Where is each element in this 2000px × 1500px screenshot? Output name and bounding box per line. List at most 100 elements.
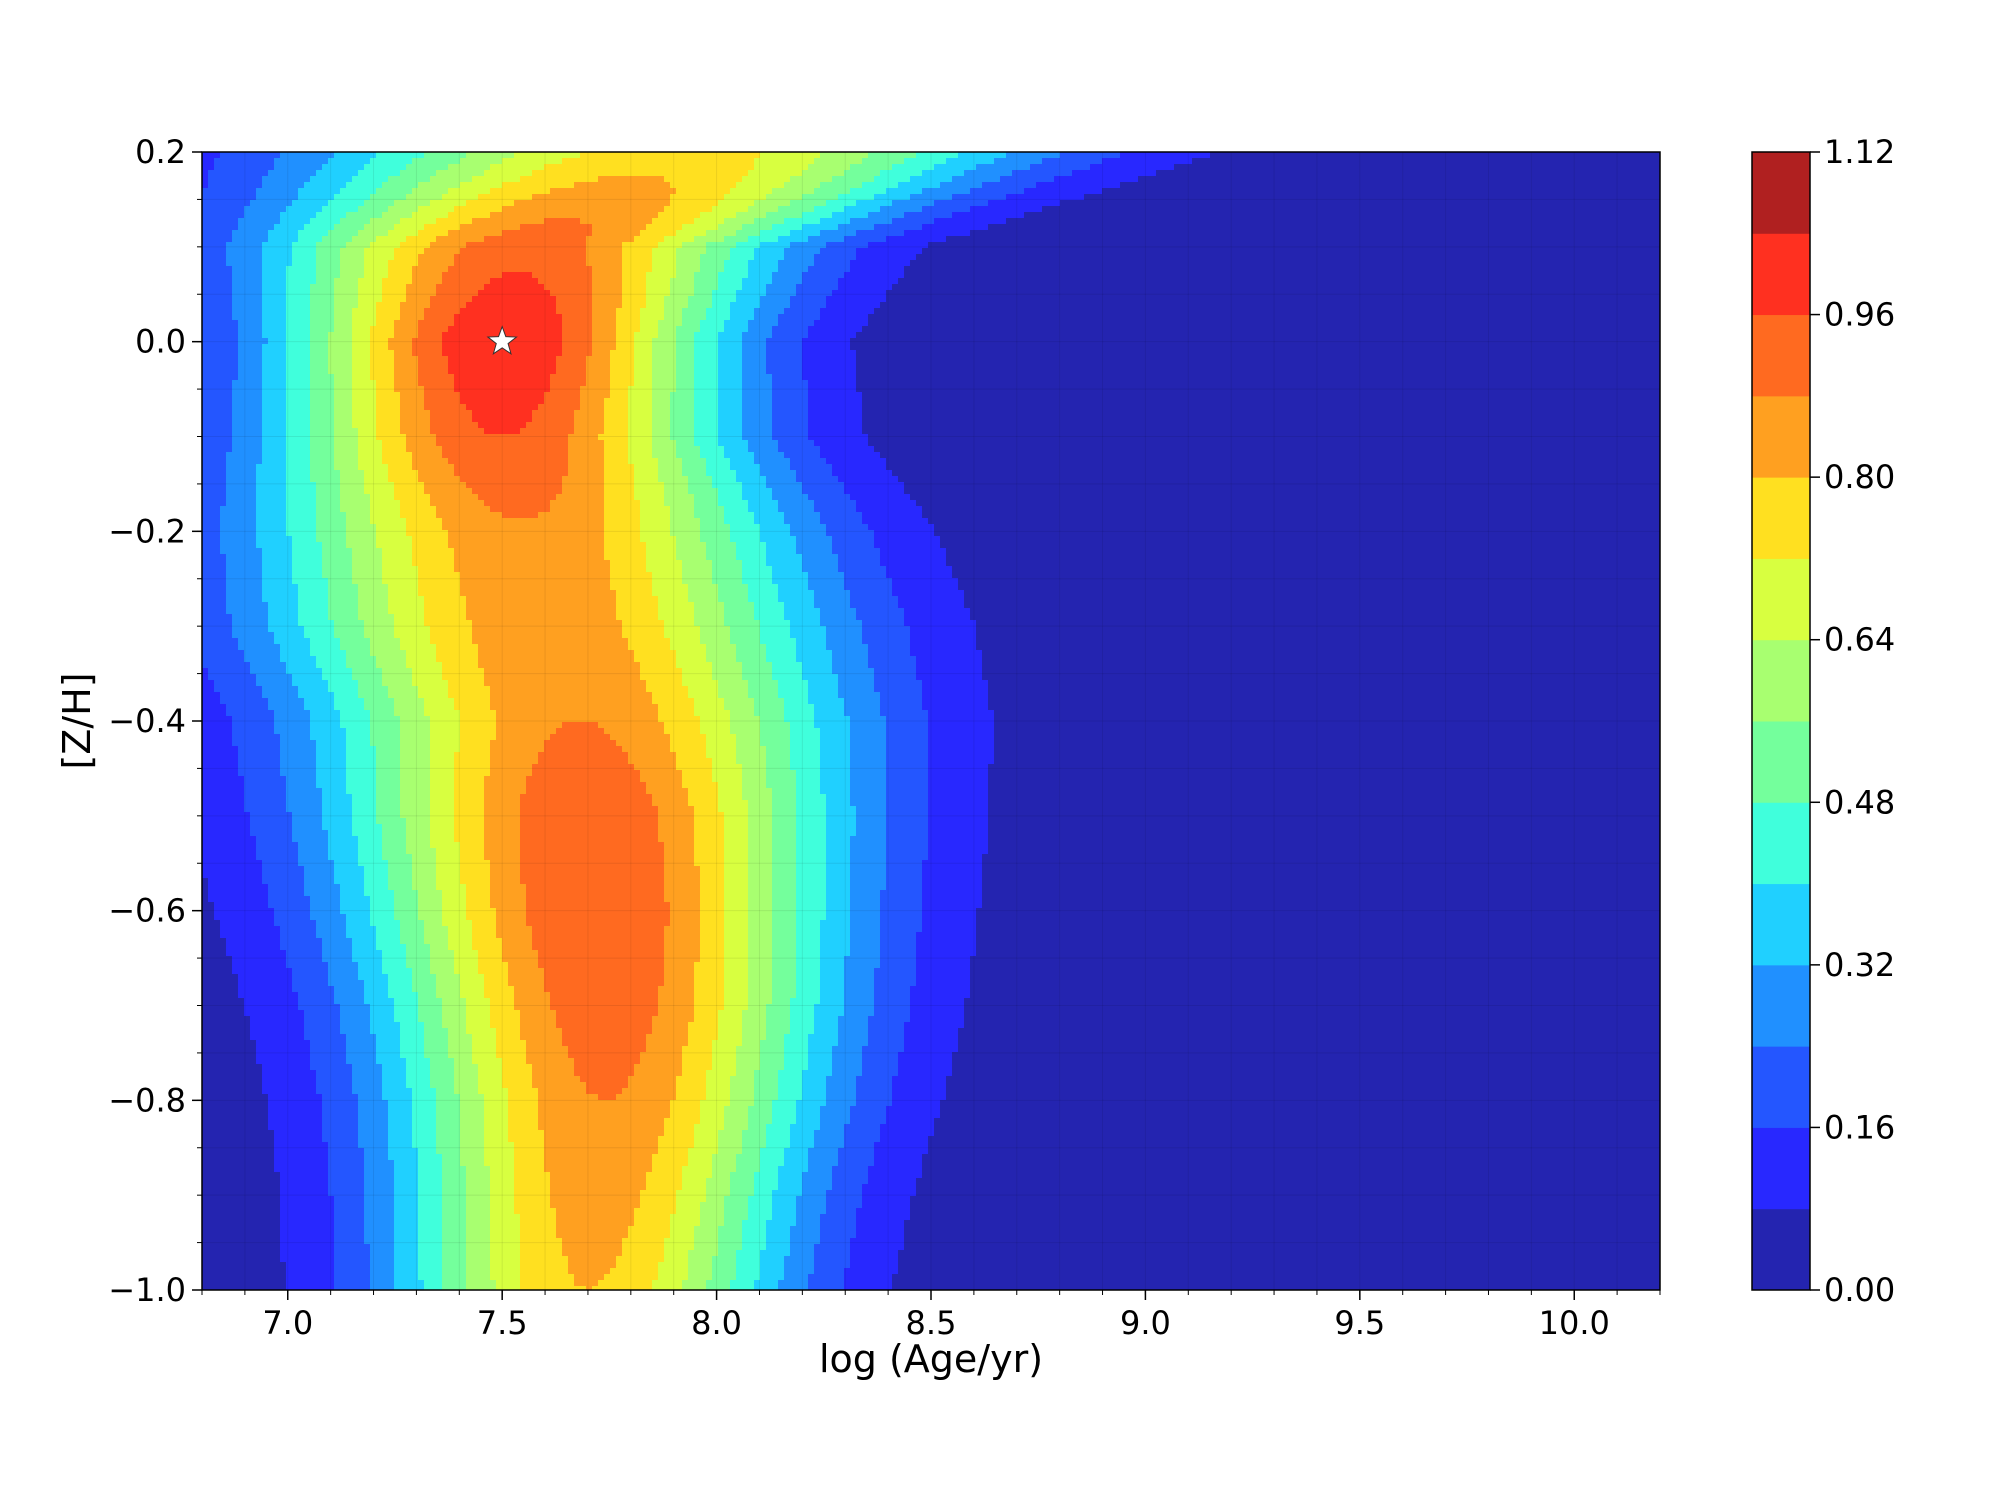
contour-cell [742,1040,761,1047]
contour-cell [658,1274,689,1281]
contour-cell [514,1166,545,1173]
contour-cell [202,356,239,363]
contour-cell [262,428,287,435]
contour-cell [388,260,419,267]
x-tick-label: 9.5 [1334,1304,1385,1342]
contour-cell [310,308,335,315]
contour-cell [748,1196,773,1203]
contour-cell [694,830,725,837]
contour-cell [634,350,653,357]
contour-cell [202,710,227,717]
contour-cell [802,488,845,495]
contour-cell [472,176,521,183]
contour-cell [766,1130,791,1137]
contour-cell [718,794,743,801]
contour-cell [430,734,461,741]
contour-cell [988,836,1660,843]
contour-cell [316,662,347,669]
contour-cell [934,1124,1660,1131]
contour-cell [604,410,629,417]
contour-cell [934,1130,1660,1137]
contour-cell [724,518,755,525]
contour-cell [286,332,311,339]
contour-cell [526,1046,569,1053]
contour-cell [736,746,767,753]
contour-cell [742,434,773,441]
contour-cell [358,614,395,621]
contour-cell [796,470,833,477]
contour-cell [820,248,857,255]
contour-cell [436,434,569,441]
contour-cell [826,914,851,921]
contour-cell [724,260,749,267]
contour-cell [418,1160,443,1167]
contour-cell [334,422,353,429]
contour-cell [394,482,425,489]
contour-cell [928,1136,1660,1143]
contour-cell [472,932,497,939]
contour-cell [772,932,797,939]
contour-cell [724,194,767,201]
contour-cell [676,374,695,381]
contour-cell [346,788,377,795]
contour-cell [406,446,443,453]
contour-cell [262,392,287,399]
colorbar-tick-label: 0.80 [1824,458,1895,496]
contour-cell [838,566,887,573]
contour-cell [334,632,365,639]
contour-cell [274,158,329,165]
contour-cell [772,956,797,963]
contour-cell [694,506,725,513]
contour-cell [886,740,929,747]
colorbar-tick-label: 0.16 [1824,1108,1895,1146]
contour-cell [832,1178,869,1185]
contour-cell [796,476,839,483]
contour-cell [292,242,317,249]
contour-cell [838,692,881,699]
contour-cell [424,1040,449,1047]
contour-cell [910,194,953,201]
contour-cell [796,896,827,903]
contour-cell [274,722,311,729]
contour-cell [394,248,425,255]
contour-cell [478,1088,509,1095]
contour-cell [718,1022,743,1029]
contour-cell [796,872,827,879]
contour-cell [706,650,737,657]
contour-cell [454,206,503,213]
contour-cell [424,614,467,621]
contour-cell [886,776,929,783]
contour-cell [352,944,377,951]
contour-cell [694,434,719,441]
contour-cell [682,314,707,321]
contour-cell [424,938,449,945]
contour-cell [394,890,419,897]
contour-cell [580,152,761,159]
contour-cell [772,380,809,387]
contour-cell [796,806,827,813]
contour-cell [796,884,827,891]
contour-cell [910,998,965,1005]
contour-cell [418,1268,443,1275]
contour-cell [760,296,791,303]
contour-cell [688,1022,719,1029]
contour-cell [490,998,515,1005]
contour-cell [1192,158,1660,165]
contour-cell [280,218,311,225]
contour-cell [430,242,467,249]
contour-cell [820,746,851,753]
contour-cell [970,614,1660,621]
contour-cell [952,1064,1660,1071]
contour-cell [694,416,719,423]
contour-cell [784,1160,809,1167]
contour-cell [418,1154,443,1161]
contour-cell [286,380,311,387]
colorbar-band [1752,883,1810,966]
contour-cell [568,1268,611,1275]
contour-cell [514,986,545,993]
contour-cell [502,230,593,237]
contour-cell [322,806,353,813]
contour-cell [742,356,767,363]
contour-cell [202,1040,257,1047]
contour-cell [382,290,407,297]
